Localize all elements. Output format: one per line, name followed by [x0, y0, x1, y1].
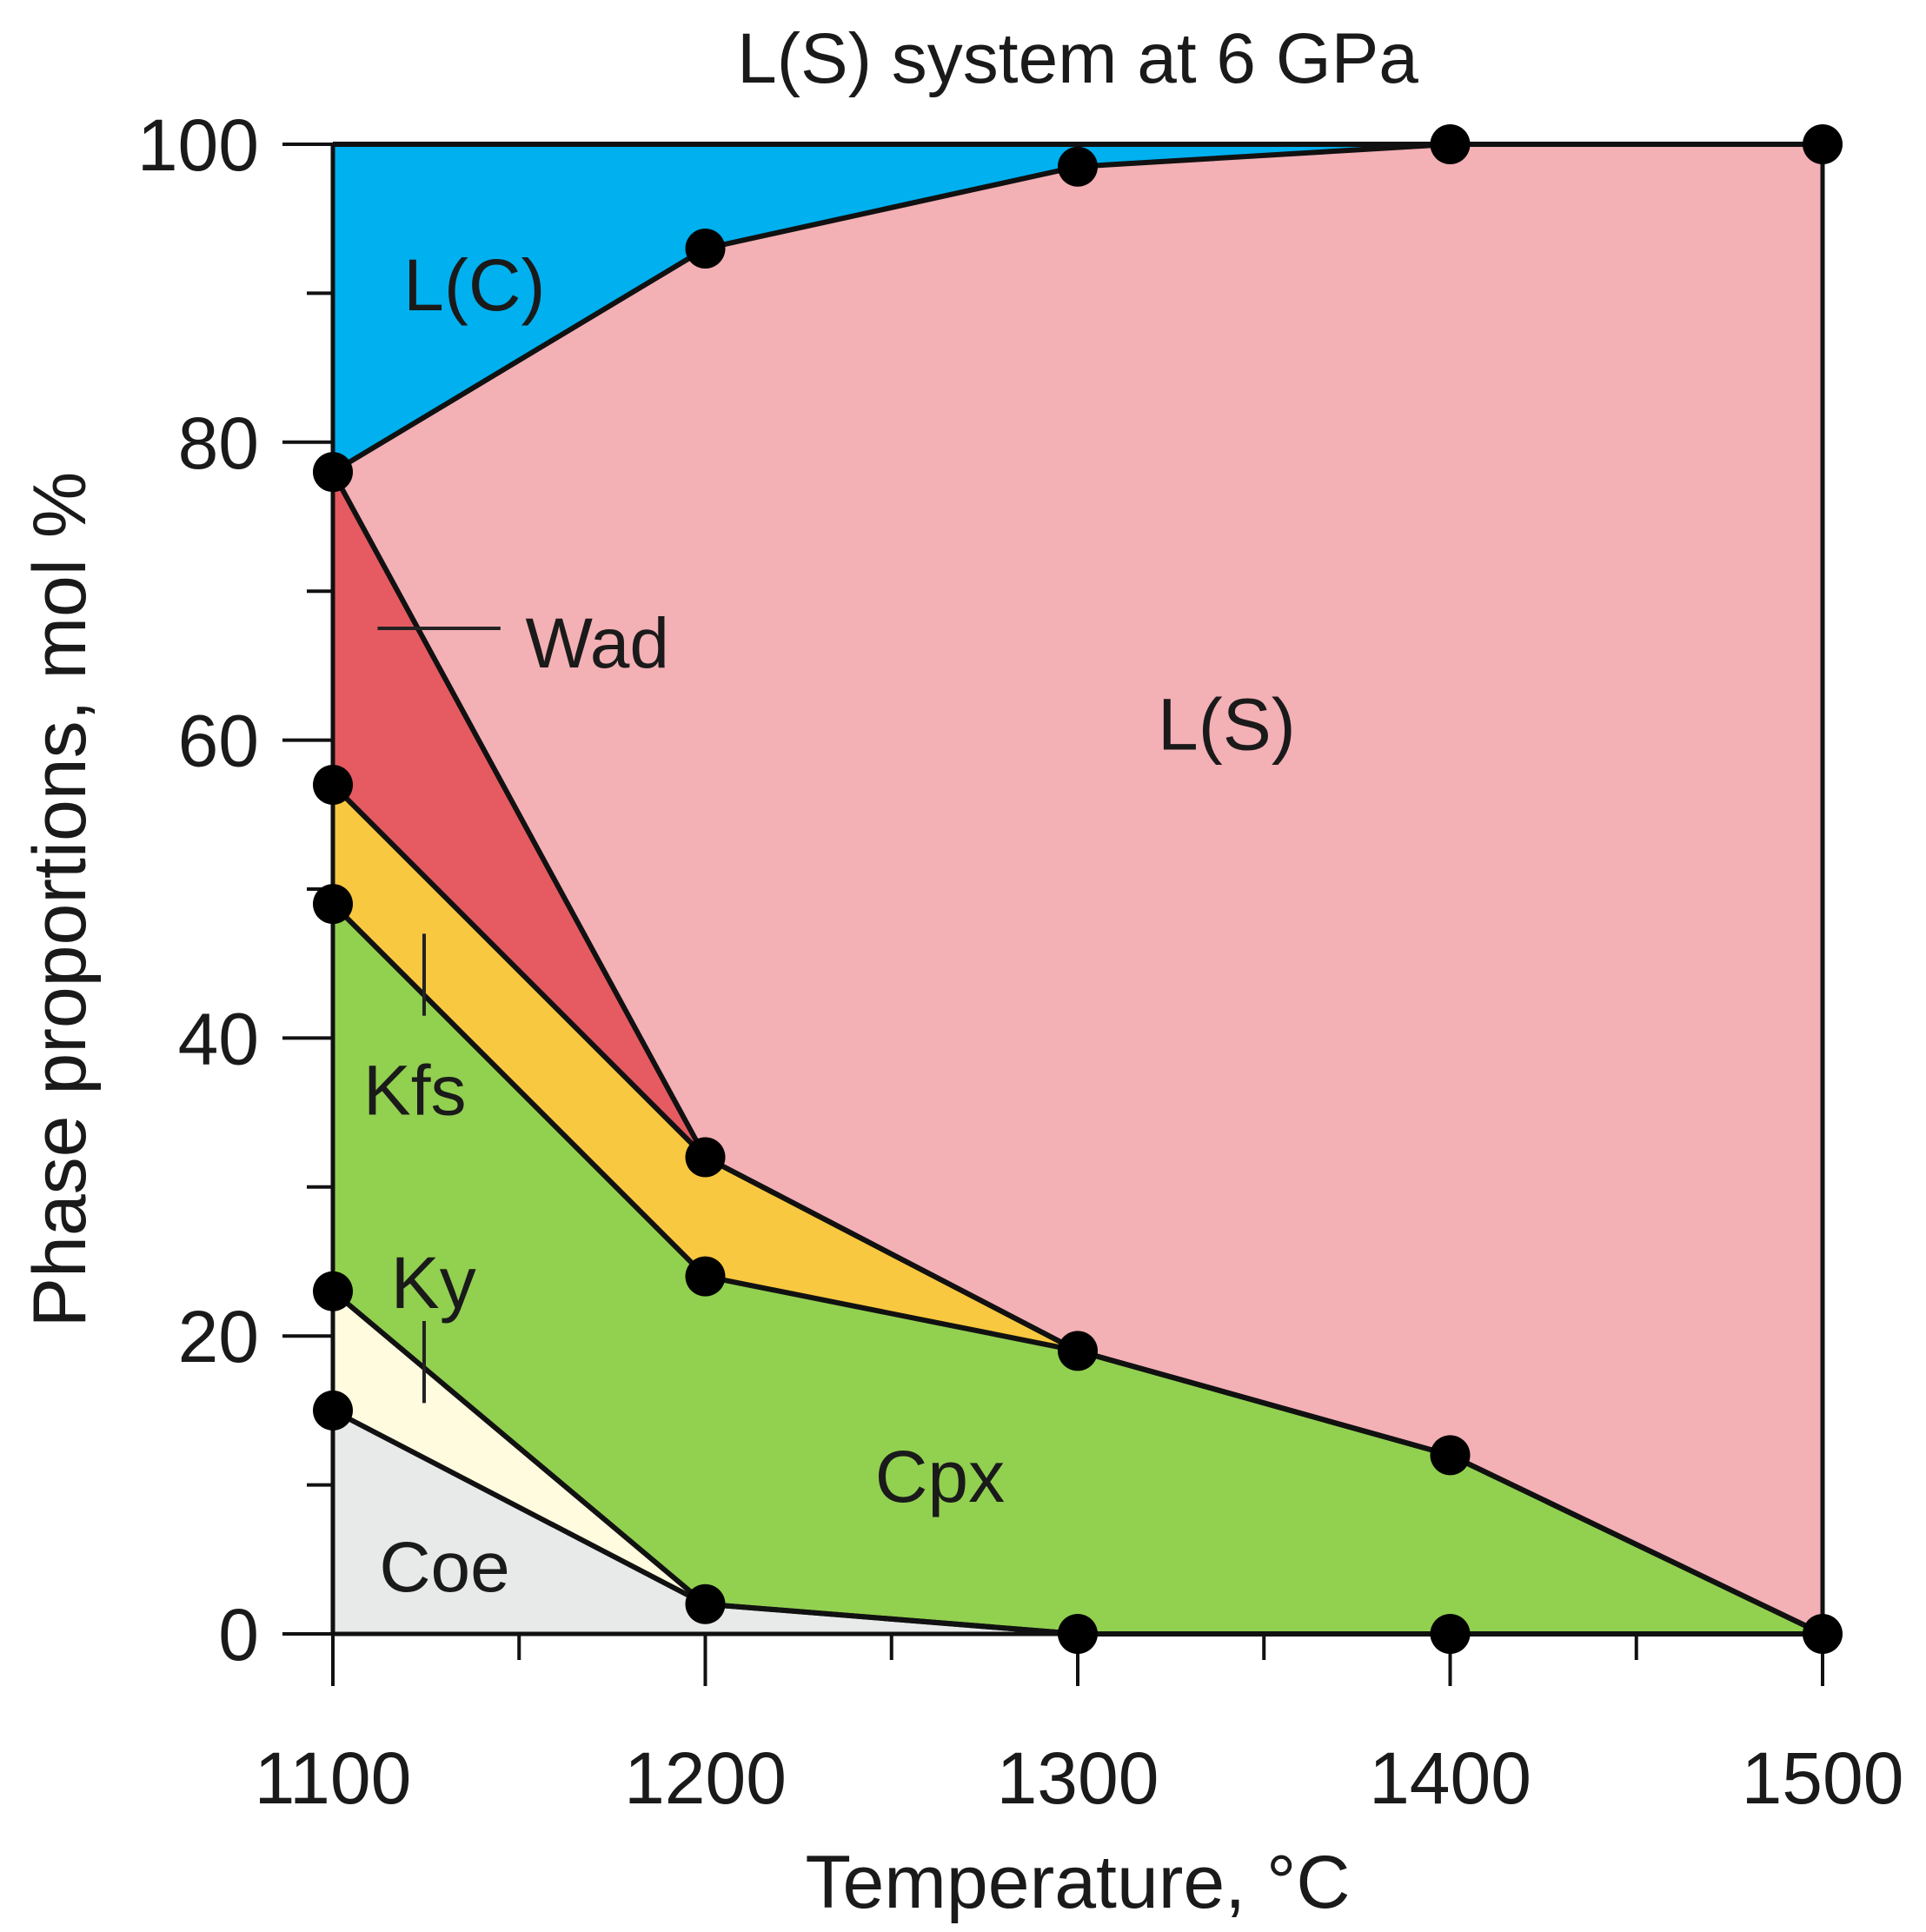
- data-point: [313, 452, 353, 493]
- x-tick-label: 1500: [1742, 1737, 1904, 1819]
- y-tick-label: 0: [218, 1594, 259, 1676]
- y-tick-label: 100: [137, 104, 259, 186]
- data-point: [685, 1137, 726, 1178]
- data-point: [1430, 1614, 1471, 1654]
- y-tick-label: 40: [178, 998, 259, 1079]
- data-point: [1058, 146, 1098, 187]
- data-point: [313, 765, 353, 806]
- region-label-l-c: L(C): [403, 244, 545, 326]
- data-point: [313, 1271, 353, 1311]
- data-point: [685, 1256, 726, 1297]
- chart-title: L(S) system at 6 GPa: [737, 19, 1418, 98]
- y-tick-label: 80: [178, 402, 259, 484]
- region-label-kfs: Kfs: [363, 1051, 466, 1130]
- x-tick-label: 1300: [997, 1737, 1159, 1819]
- y-tick-label: 60: [178, 700, 259, 782]
- region-label-coe: Coe: [379, 1528, 509, 1607]
- data-points: [313, 124, 1843, 1654]
- data-point: [1803, 1614, 1843, 1654]
- region-label-l-s: L(S): [1158, 683, 1296, 765]
- data-point: [1430, 124, 1471, 164]
- data-point: [1430, 1435, 1471, 1476]
- data-point: [685, 228, 726, 269]
- x-tick-label: 1400: [1369, 1737, 1531, 1819]
- phase-areas: [332, 143, 1823, 1635]
- x-tick-label: 1200: [624, 1737, 787, 1819]
- region-label-cpx: Cpx: [875, 1436, 1005, 1517]
- region-label-ky: Ky: [391, 1242, 476, 1324]
- x-tick-label: 1100: [255, 1737, 412, 1819]
- data-point: [1803, 124, 1843, 164]
- y-axis-label: Phase proportions, mol %: [18, 472, 102, 1328]
- x-axis-label: Temperature, °C: [805, 1841, 1350, 1924]
- data-point: [1058, 1331, 1098, 1371]
- y-tick-label: 20: [178, 1296, 259, 1378]
- data-point: [1058, 1614, 1098, 1654]
- data-point: [313, 884, 353, 925]
- region-label-wad: Wad: [525, 604, 669, 683]
- data-point: [685, 1583, 726, 1624]
- leader-lines: [377, 627, 501, 1404]
- data-point: [313, 1390, 353, 1431]
- region-labels: L(C) Wad L(S) Kfs Ky Cpx Coe: [363, 244, 1296, 1607]
